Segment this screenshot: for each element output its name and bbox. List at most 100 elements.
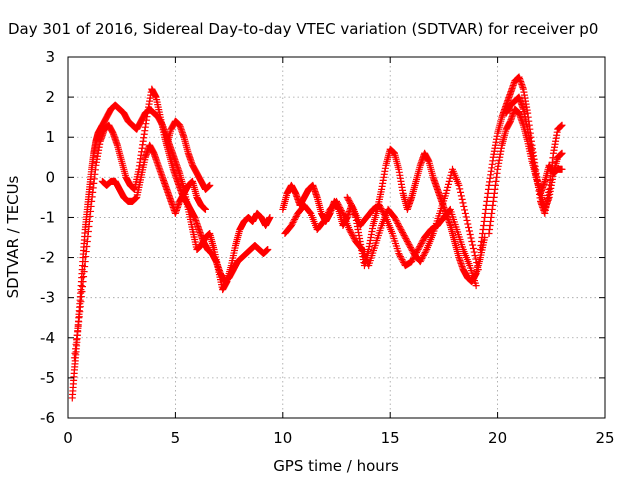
data-point [333,199,341,207]
data-point [264,246,272,254]
data-point [408,258,416,266]
data-point [348,202,356,210]
grid-layer [68,57,605,418]
data-point [394,219,402,227]
data-point [400,231,408,239]
data-point [266,213,274,221]
data-point [324,210,332,218]
data-point [344,195,352,203]
data-point [334,200,342,208]
data-point [460,202,468,210]
data-point [446,174,454,182]
data-point [324,208,332,216]
x-tick-label: 0 [63,429,73,447]
data-point [442,189,450,197]
data-point [291,214,299,222]
data-point [345,196,353,204]
data-point [417,241,425,249]
y-tick-label: -6 [40,409,55,427]
data-point [469,245,477,253]
x-tick-labels: 0 5 10 15 20 25 [63,429,614,447]
data-point [558,149,566,157]
data-points [68,73,566,402]
data-series-10 [502,93,566,197]
data-point [349,231,357,239]
data-point [469,241,477,249]
data-point [333,197,340,205]
data-point [395,250,403,258]
data-point [346,199,354,207]
data-point [415,244,423,252]
data-point [463,216,471,224]
tick-marks [67,56,606,419]
data-point [322,213,330,221]
data-point [408,256,416,264]
y-tick-labels: -6 -5 -4 -3 -2 -1 0 1 2 3 [40,48,55,427]
data-point [392,216,400,224]
data-point [337,206,345,214]
y-tick-label: -4 [40,329,55,347]
data-point [414,246,422,254]
data-point [413,249,421,257]
data-series-6 [281,165,482,274]
data-point [287,221,295,229]
data-point [419,252,427,260]
data-point [349,204,357,212]
data-point [346,198,354,206]
y-tick-label: 3 [45,48,55,66]
data-point [395,221,403,229]
data-point [444,183,452,191]
data-point [397,225,405,233]
data-series-7 [343,193,480,290]
data-point [346,227,354,235]
data-point [292,212,300,220]
data-point [418,238,426,246]
data-point [419,253,427,261]
data-point [380,210,388,218]
data-point [399,228,407,236]
data-series-3 [98,141,209,217]
data-point [445,177,453,185]
x-tick-label: 5 [171,429,181,447]
x-axis-title: GPS time / hours [273,457,399,475]
data-point [407,244,415,252]
data-point [377,204,385,212]
data-point [413,247,421,255]
data-point [402,235,410,243]
y-tick-label: 1 [45,128,55,146]
data-point [320,216,328,224]
data-point [416,243,424,251]
data-point [291,215,299,223]
data-point [378,206,386,214]
y-tick-label: -5 [40,369,55,387]
data-point [381,212,389,220]
data-point [399,230,407,238]
data-point [473,259,481,267]
data-point [465,223,473,231]
data-point [461,206,469,214]
data-point [470,248,478,256]
data-point [468,238,476,246]
data-point [422,247,430,255]
data-point [474,266,482,274]
data-series-2 [70,85,272,362]
data-point [466,230,474,238]
data-point [343,193,351,201]
data-point [420,250,428,258]
data-point [409,255,417,263]
data-point [411,252,419,260]
y-tick-label: 0 [45,168,55,186]
data-point [338,208,346,216]
x-tick-label: 20 [488,429,507,447]
x-tick-label: 15 [381,429,400,447]
data-point [347,228,355,236]
data-point [471,252,479,260]
data-point [393,218,401,226]
data-point [458,195,466,203]
data-point [473,262,481,270]
data-point [472,255,480,263]
data-point [396,224,404,232]
data-point [457,188,465,196]
data-point [336,203,344,211]
